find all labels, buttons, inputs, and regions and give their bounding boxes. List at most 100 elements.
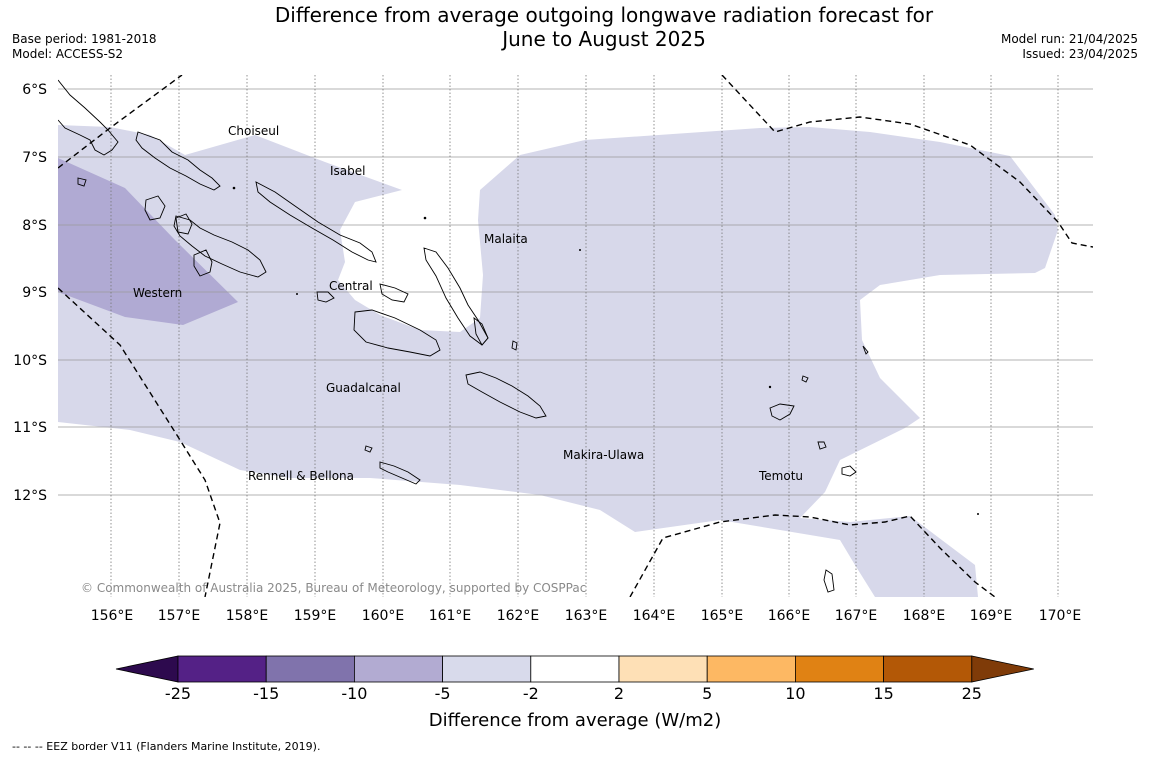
lat-label: 12°S: [13, 488, 47, 504]
lat-label: 11°S: [13, 420, 47, 436]
colorbar-segments: [115, 655, 1034, 683]
lat-label: 8°S: [22, 218, 47, 234]
colorbar-tick-label: -10: [341, 684, 367, 703]
duff-islands-coast: [862, 345, 869, 355]
lon-label: 167°E: [835, 608, 878, 624]
utupua-coast: [841, 465, 857, 477]
small-islets: [232, 186, 979, 515]
map-title: Difference from average outgoing longwav…: [0, 3, 1150, 51]
makira-coast: [465, 371, 547, 419]
eez-footnote: -- -- -- EEZ border V11 (Flanders Marine…: [12, 740, 321, 753]
colorbar-segment: [177, 655, 267, 683]
anomaly-region-minus10-to-minus5: [58, 158, 238, 325]
latitude-labels: 6°S 7°S 8°S 9°S 10°S 11°S 12°S: [13, 82, 47, 504]
colorbar-tick-label: -2: [523, 684, 539, 703]
rennell-coast: [379, 461, 421, 485]
lon-label: 163°E: [565, 608, 608, 624]
shortland-coast: [77, 177, 87, 187]
region-labels: Choiseul Isabel Malaita Western Central …: [133, 124, 803, 483]
colorbar-tick-label: 15: [873, 684, 893, 703]
lat-label: 6°S: [22, 82, 47, 98]
lon-label: 156°E: [91, 608, 134, 624]
florida-islands-coast: [379, 283, 409, 303]
lat-label: 7°S: [22, 150, 47, 166]
colorbar-label: Difference from average (W/m2): [429, 710, 721, 731]
kolombangara-coast: [175, 213, 193, 235]
lon-label: 169°E: [970, 608, 1013, 624]
lat-label: 9°S: [22, 285, 47, 301]
small-malaita-coast: [473, 317, 489, 346]
lon-label: 158°E: [226, 608, 269, 624]
vanikoro-coast: [817, 441, 827, 450]
lon-label: 162°E: [497, 608, 540, 624]
title-line-2: June to August 2025: [502, 27, 706, 51]
region-label-malaita: Malaita: [484, 232, 528, 246]
region-label-choiseul: Choiseul: [228, 124, 279, 138]
colorbar-segment: [353, 655, 443, 683]
colorbar-ticks: -25 -15 -10 -5 -2 2 5 10 15 25: [165, 684, 982, 703]
anomaly-region-minus5-to-minus2: [58, 125, 1058, 597]
copyright-notice: © Commonwealth of Australia 2025, Bureau…: [81, 581, 586, 595]
new-georgia-coast: [173, 215, 267, 278]
rendova-coast: [193, 249, 213, 277]
coastlines: [58, 79, 869, 593]
region-label-makira-ulawa: Makira-Ulawa: [563, 448, 644, 462]
lon-label: 170°E: [1039, 608, 1082, 624]
colorbar-tick-label: -25: [165, 684, 191, 703]
colorbar-segment: [795, 655, 885, 683]
latitude-gridlines: [58, 88, 1093, 496]
lon-label: 166°E: [768, 608, 811, 624]
vella-lavella-coast: [144, 195, 166, 221]
colorbar-tick-label: -15: [253, 684, 279, 703]
eez-borders: [58, 75, 1093, 597]
lon-label: 157°E: [158, 608, 201, 624]
region-label-central: Central: [329, 279, 373, 293]
ulawa-coast: [511, 340, 518, 351]
lon-label: 160°E: [362, 608, 405, 624]
region-label-guadalcanal: Guadalcanal: [326, 381, 401, 395]
colorbar-tick-label: 5: [702, 684, 712, 703]
russell-islands-coast: [316, 291, 335, 303]
colorbar-extend-high: [971, 655, 1034, 683]
colorbar-segment: [265, 655, 355, 683]
colorbar-extend-low: [115, 655, 179, 683]
guadalcanal-coast: [353, 309, 441, 357]
reef-islands-coast: [801, 375, 809, 383]
region-label-temotu: Temotu: [758, 469, 803, 483]
colorbar-segment: [618, 655, 708, 683]
bougainville-coast: [58, 79, 119, 156]
metadata-right: Model run: 21/04/2025 Issued: 23/04/2025: [1001, 32, 1138, 62]
lon-label: 159°E: [294, 608, 337, 624]
longitude-gridlines: [110, 75, 1059, 597]
colorbar-tick-label: 25: [962, 684, 982, 703]
isabel-coast: [255, 181, 377, 263]
tikopia-coast: [823, 569, 835, 593]
lon-label: 165°E: [701, 608, 744, 624]
colorbar-tick-label: 10: [785, 684, 805, 703]
colorbar-segment: [883, 655, 973, 683]
model-run: Model run: 21/04/2025: [1000, 32, 1138, 46]
issued-date: Issued: 23/04/2025: [1022, 47, 1138, 61]
lon-label: 168°E: [903, 608, 946, 624]
map-area: [58, 75, 1093, 597]
region-label-western: Western: [133, 286, 182, 300]
lon-label: 161°E: [429, 608, 472, 624]
base-period: Base period: 1981-2018: [12, 32, 157, 46]
metadata-left: Base period: 1981-2018 Model: ACCESS-S2: [12, 32, 157, 62]
colorbar-segment: [706, 655, 796, 683]
title-line-1: Difference from average outgoing longwav…: [274, 3, 934, 27]
lon-label: 164°E: [633, 608, 676, 624]
colorbar-tick-label: -5: [435, 684, 451, 703]
lat-label: 10°S: [13, 353, 47, 369]
colorbar-tick-label: 2: [614, 684, 624, 703]
longitude-labels: 156°E 157°E 158°E 159°E 160°E 161°E 162°…: [91, 608, 1082, 624]
choiseul-coast: [135, 131, 221, 191]
colorbar-segment: [530, 655, 620, 683]
colorbar-segment: [442, 655, 532, 683]
santa-cruz-coast: [769, 403, 795, 421]
map-figure: Choiseul Isabel Malaita Western Central …: [13, 75, 1093, 624]
model-name: Model: ACCESS-S2: [12, 47, 124, 61]
region-label-isabel: Isabel: [330, 164, 365, 178]
bellona-coast: [364, 445, 373, 453]
region-label-rennell-bellona: Rennell & Bellona: [248, 469, 354, 483]
